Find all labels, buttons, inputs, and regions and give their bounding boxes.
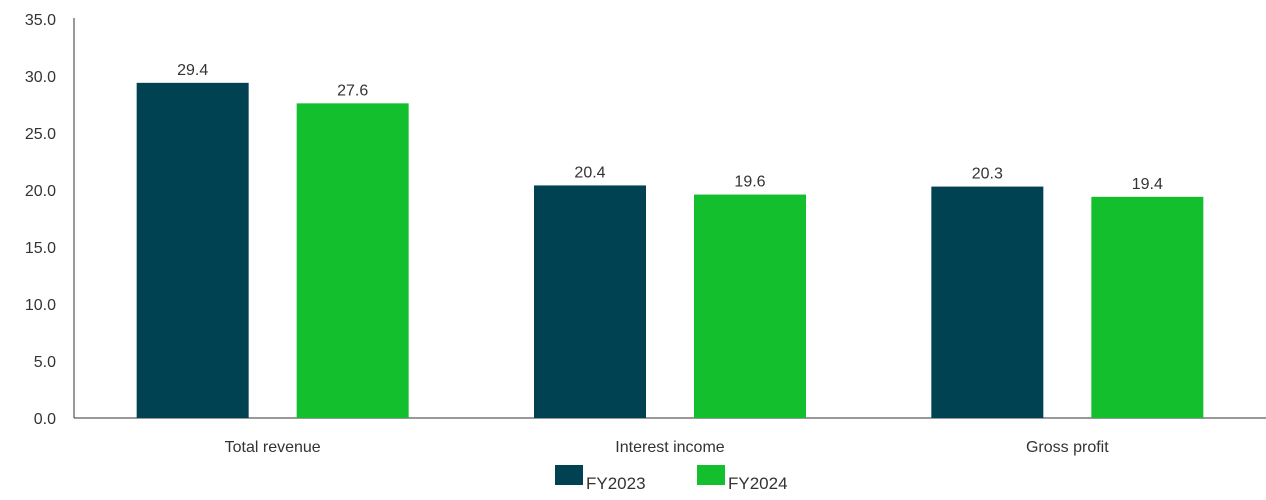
legend: FY2023 FY2024 bbox=[555, 465, 788, 493]
y-tick-label: 35.0 bbox=[25, 12, 56, 29]
y-axis: 0.0 5.0 10.0 15.0 20.0 25.0 30.0 35.0 bbox=[25, 12, 75, 428]
bar-fy2023-2 bbox=[931, 186, 1044, 418]
bar-fy2024-1 bbox=[694, 194, 806, 418]
y-tick-label: 30.0 bbox=[25, 69, 56, 86]
data-label: 20.4 bbox=[574, 164, 605, 181]
x-tick-label: Interest income bbox=[615, 439, 724, 456]
legend-label: FY2023 bbox=[586, 474, 646, 493]
data-label: 19.4 bbox=[1132, 176, 1163, 193]
data-label: 19.6 bbox=[734, 174, 765, 191]
bars bbox=[136, 82, 1204, 419]
y-tick-label: 25.0 bbox=[25, 126, 56, 143]
x-axis: Total revenue Interest income Gross profit bbox=[74, 417, 1266, 456]
y-tick-label: 10.0 bbox=[25, 297, 56, 314]
data-label: 27.6 bbox=[337, 82, 368, 99]
bar-fy2023-1 bbox=[534, 185, 646, 418]
y-tick-label: 5.0 bbox=[34, 354, 56, 371]
legend-label: FY2024 bbox=[728, 474, 788, 493]
bar-fy2024-0 bbox=[296, 103, 409, 419]
x-tick-label: Gross profit bbox=[1026, 439, 1109, 456]
y-tick-label: 0.0 bbox=[34, 411, 56, 428]
data-label: 29.4 bbox=[177, 62, 208, 79]
data-labels: 29.4 27.6 20.4 19.6 20.3 19.4 bbox=[177, 62, 1163, 193]
x-tick-label: Total revenue bbox=[225, 439, 321, 456]
legend-swatch-fy2024 bbox=[697, 465, 725, 485]
y-tick-label: 20.0 bbox=[25, 183, 56, 200]
bar-fy2024-2 bbox=[1091, 196, 1204, 418]
legend-swatch-fy2023 bbox=[555, 465, 583, 485]
y-tick-label: 15.0 bbox=[25, 240, 56, 257]
data-label: 20.3 bbox=[972, 166, 1003, 183]
bar-fy2023-0 bbox=[136, 82, 249, 418]
